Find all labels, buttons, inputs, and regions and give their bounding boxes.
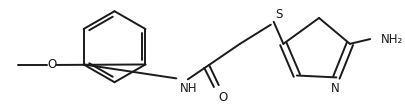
- Text: NH₂: NH₂: [380, 33, 402, 46]
- Text: O: O: [47, 58, 56, 71]
- Text: S: S: [275, 8, 282, 21]
- Text: N: N: [330, 82, 339, 95]
- Text: O: O: [217, 91, 227, 104]
- Text: NH: NH: [180, 82, 197, 95]
